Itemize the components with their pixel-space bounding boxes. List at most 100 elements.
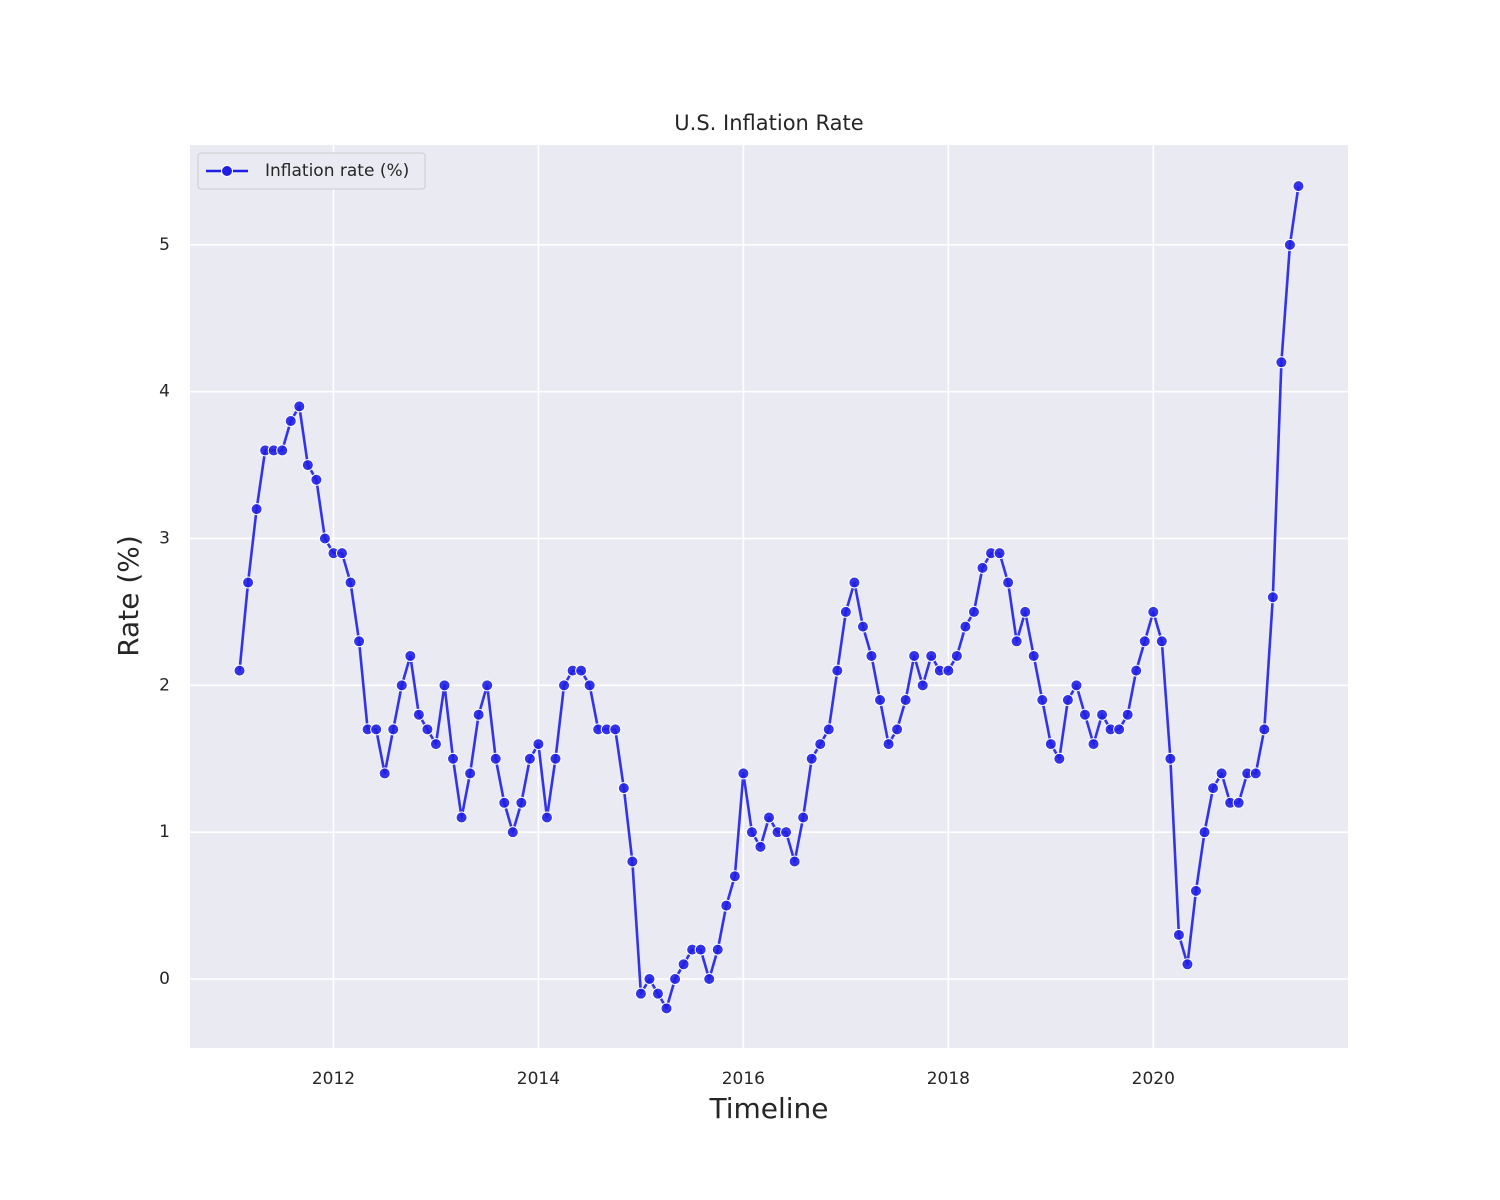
- data-point: [284, 415, 297, 428]
- data-point: [1172, 928, 1185, 941]
- data-point: [532, 738, 545, 751]
- data-point: [498, 796, 511, 809]
- data-point: [1138, 635, 1151, 648]
- y-tick-label: 2: [159, 675, 170, 695]
- data-point: [293, 400, 306, 413]
- data-point: [1283, 238, 1296, 251]
- legend-marker: [221, 165, 233, 177]
- data-point: [1087, 738, 1100, 751]
- x-tick-label: 2012: [312, 1069, 355, 1089]
- data-point: [1121, 708, 1134, 721]
- data-point: [925, 649, 938, 662]
- data-point: [387, 723, 400, 736]
- data-point: [737, 767, 750, 780]
- data-point: [780, 826, 793, 839]
- data-point: [1044, 738, 1057, 751]
- data-point: [1070, 679, 1083, 692]
- legend: Inflation rate (%): [197, 152, 426, 190]
- data-point: [651, 987, 664, 1000]
- y-tick-label: 0: [159, 969, 170, 989]
- grid: [190, 145, 1348, 1048]
- data-point: [1078, 708, 1091, 721]
- data-point: [660, 1002, 673, 1015]
- data-point: [617, 782, 630, 795]
- data-point: [1019, 605, 1032, 618]
- data-point: [839, 605, 852, 618]
- data-point: [916, 679, 929, 692]
- data-point: [1010, 635, 1023, 648]
- data-point: [336, 547, 349, 560]
- data-point: [856, 620, 869, 633]
- data-point: [703, 972, 716, 985]
- data-point: [634, 987, 647, 1000]
- data-point: [882, 738, 895, 751]
- data-point: [1275, 356, 1288, 369]
- data-point: [318, 532, 331, 545]
- data-point: [788, 855, 801, 868]
- data-point: [1181, 958, 1194, 971]
- data-point: [489, 752, 502, 765]
- chart-title: U.S. Inflation Rate: [674, 111, 863, 135]
- x-tick-label: 2020: [1132, 1069, 1175, 1089]
- data-point: [976, 561, 989, 574]
- data-point: [395, 679, 408, 692]
- data-point: [370, 723, 383, 736]
- data-point: [848, 576, 861, 589]
- data-point: [506, 826, 519, 839]
- data-point: [310, 473, 323, 486]
- data-point: [1155, 635, 1168, 648]
- data-point: [404, 649, 417, 662]
- data-point: [233, 664, 246, 677]
- data-point: [874, 694, 887, 707]
- data-point: [728, 870, 741, 883]
- y-axis-label: Rate (%): [112, 535, 145, 657]
- data-point: [447, 752, 460, 765]
- data-point: [481, 679, 494, 692]
- data-point: [523, 752, 536, 765]
- data-point: [805, 752, 818, 765]
- data-point: [993, 547, 1006, 560]
- marks: [233, 180, 1305, 1015]
- data-point: [967, 605, 980, 618]
- data-point: [1027, 649, 1040, 662]
- data-point: [276, 444, 289, 457]
- data-point: [1207, 782, 1220, 795]
- data-point: [421, 723, 434, 736]
- data-point: [1189, 884, 1202, 897]
- data-point: [643, 972, 656, 985]
- data-point: [378, 767, 391, 780]
- legend-label: Inflation rate (%): [265, 161, 409, 181]
- data-point: [1096, 708, 1109, 721]
- data-point: [1266, 591, 1279, 604]
- data-point: [908, 649, 921, 662]
- data-point: [1002, 576, 1015, 589]
- data-point: [1292, 180, 1305, 193]
- data-point: [540, 811, 553, 824]
- data-point: [711, 943, 724, 956]
- data-point: [891, 723, 904, 736]
- data-point: [694, 943, 707, 956]
- plot-area: [190, 145, 1348, 1048]
- data-point: [1061, 694, 1074, 707]
- data-point: [1113, 723, 1126, 736]
- data-point: [720, 899, 733, 912]
- data-point: [626, 855, 639, 868]
- data-point: [1258, 723, 1271, 736]
- data-point: [353, 635, 366, 648]
- legend-box: [197, 152, 426, 190]
- y-tick-label: 1: [159, 822, 170, 842]
- data-point: [558, 679, 571, 692]
- data-point: [950, 649, 963, 662]
- data-point: [1232, 796, 1245, 809]
- x-tick-label: 2016: [722, 1069, 765, 1089]
- data-point: [1036, 694, 1049, 707]
- data-point: [429, 738, 442, 751]
- data-point: [1130, 664, 1143, 677]
- data-point: [464, 767, 477, 780]
- data-point: [669, 972, 682, 985]
- data-point: [301, 459, 314, 472]
- data-point: [745, 826, 758, 839]
- data-point: [677, 958, 690, 971]
- data-point: [831, 664, 844, 677]
